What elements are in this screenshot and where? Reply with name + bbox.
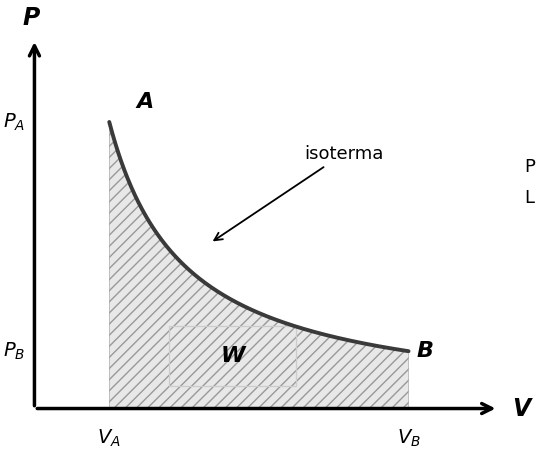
Text: $\boldsymbol{V_A}$: $\boldsymbol{V_A}$ <box>97 428 121 449</box>
Text: L: L <box>525 189 535 207</box>
Text: $\boldsymbol{V_B}$: $\boldsymbol{V_B}$ <box>396 428 420 449</box>
Text: isoterma: isoterma <box>214 145 383 240</box>
Text: $\boldsymbol{P_A}$: $\boldsymbol{P_A}$ <box>3 111 26 133</box>
Text: W: W <box>221 346 245 366</box>
Text: $\boldsymbol{P_B}$: $\boldsymbol{P_B}$ <box>3 340 26 362</box>
Text: V: V <box>512 396 530 420</box>
Text: P: P <box>22 5 39 30</box>
Text: P: P <box>525 158 536 176</box>
Text: $\boldsymbol{A}$: $\boldsymbol{A}$ <box>135 93 155 113</box>
Text: $\boldsymbol{B}$: $\boldsymbol{B}$ <box>416 341 434 361</box>
